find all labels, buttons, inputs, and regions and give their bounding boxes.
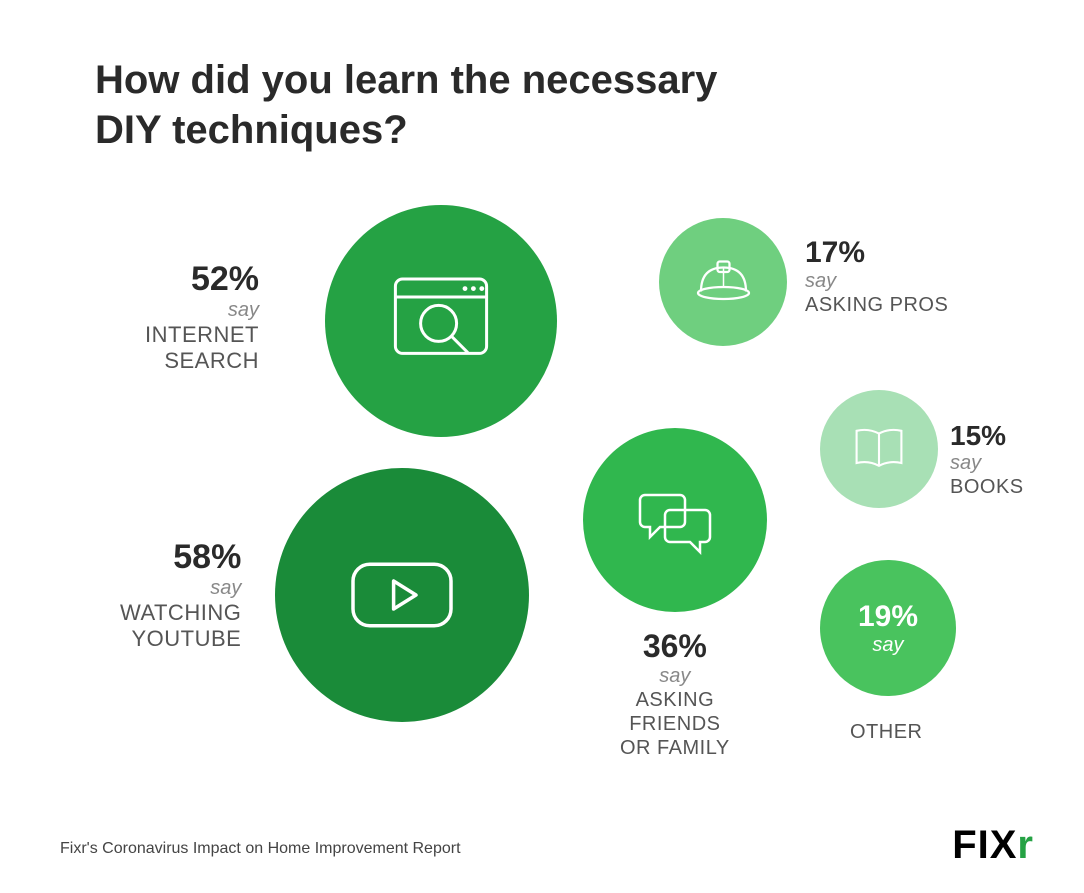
hardhat-icon [686,245,761,320]
category-label: ASKINGFRIENDSOR FAMILY [620,688,730,760]
category-label: INTERNETSEARCH [145,322,259,375]
say-label: say [620,665,730,688]
footer-source: Fixr's Coronavirus Impact on Home Improv… [60,840,461,858]
fixr-logo: FIXr [952,823,1034,868]
pct-value: 15% [950,420,1024,452]
browser-search-icon [381,261,501,381]
text-friends: 36% say ASKINGFRIENDSOR FAMILY [620,628,730,760]
say-label: say [145,299,259,322]
logo-prefix: FIX [952,823,1017,867]
youtube-icon [332,525,472,665]
category-label: OTHER [850,720,923,744]
say-label: say [805,270,948,293]
say-label: say [858,634,918,657]
bubble-pros [659,218,787,346]
category-label: ASKING PROS [805,293,948,317]
bubble-other: 19% say [820,560,956,696]
text-internet-search: 52% say INTERNETSEARCH [145,260,259,375]
pct-value: 58% [120,538,241,577]
pct-value: 19% [858,600,918,634]
say-label: say [950,452,1024,475]
text-pros: 17% say ASKING PROS [805,236,948,317]
text-youtube: 58% say WATCHINGYOUTUBE [120,538,241,653]
pct-value: 17% [805,236,948,270]
category-label: WATCHINGYOUTUBE [120,600,241,653]
pct-value: 52% [145,260,259,299]
category-label: BOOKS [950,475,1024,499]
text-other: OTHER [850,720,923,744]
chart-title: How did you learn the necessaryDIY techn… [95,55,717,155]
pct-value: 36% [620,628,730,665]
say-label: say [120,577,241,600]
bubble-youtube [275,468,529,722]
logo-suffix: r [1017,823,1034,867]
text-books: 15% say BOOKS [950,420,1024,499]
bubble-friends [583,428,767,612]
bubble-internet-search [325,205,557,437]
book-icon [844,414,914,484]
chat-icon [625,470,725,570]
bubble-books [820,390,938,508]
